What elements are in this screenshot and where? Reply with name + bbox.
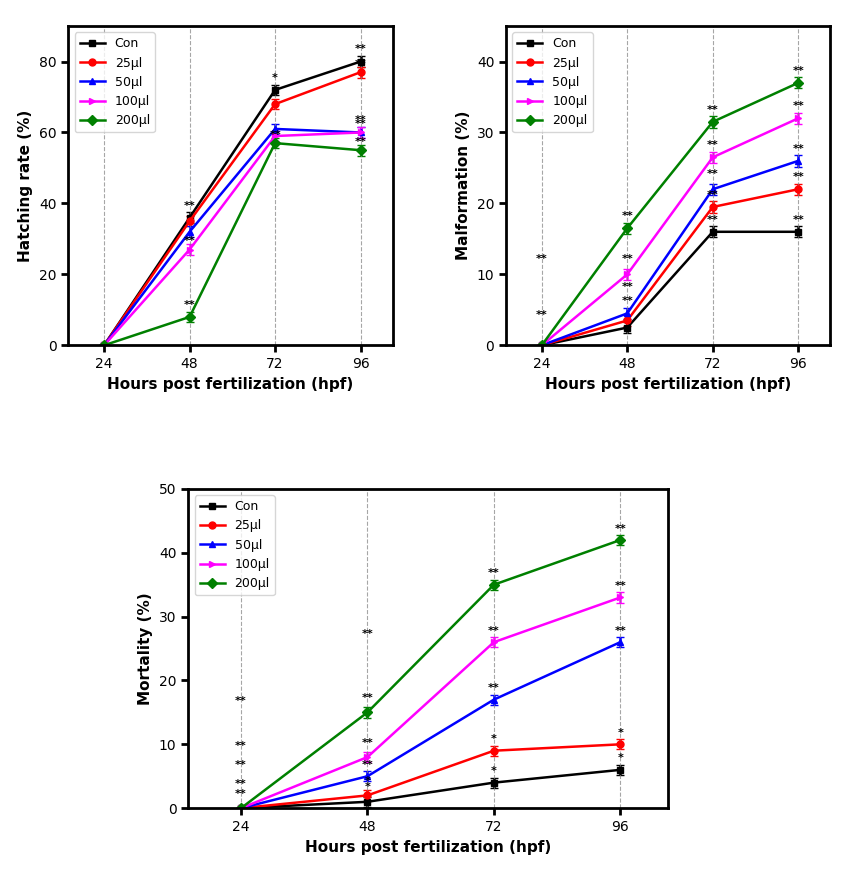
Text: **: ** (361, 738, 373, 747)
X-axis label: Hours post fertilization (hpf): Hours post fertilization (hpf) (108, 376, 354, 392)
Text: **: ** (488, 568, 500, 579)
Text: **: ** (615, 524, 626, 534)
Text: **: ** (707, 140, 719, 150)
Text: *: * (490, 766, 496, 776)
Text: **: ** (707, 189, 719, 200)
Text: **: ** (361, 760, 373, 770)
Y-axis label: Mortality (%): Mortality (%) (139, 593, 153, 705)
Text: **: ** (488, 626, 500, 636)
Text: **: ** (615, 581, 626, 591)
Text: **: ** (354, 136, 366, 147)
Text: *: * (490, 734, 496, 745)
Text: *: * (617, 753, 623, 764)
Text: **: ** (536, 254, 548, 263)
Text: **: ** (354, 58, 366, 69)
X-axis label: Hours post fertilization (hpf): Hours post fertilization (hpf) (305, 839, 551, 854)
Text: **: ** (621, 296, 633, 306)
Text: **: ** (184, 300, 195, 310)
Text: **: ** (235, 760, 247, 770)
Text: **: ** (270, 129, 281, 140)
Legend: Con, 25µl, 50µl, 100µl, 200µl: Con, 25µl, 50µl, 100µl, 200µl (74, 32, 155, 132)
Y-axis label: Hatching rate (%): Hatching rate (%) (19, 109, 33, 262)
Text: **: ** (793, 66, 804, 76)
Legend: Con, 25µl, 50µl, 100µl, 200µl: Con, 25µl, 50µl, 100µl, 200µl (513, 32, 592, 132)
Text: **: ** (707, 215, 719, 225)
Text: **: ** (184, 236, 195, 246)
Text: **: ** (793, 143, 804, 154)
Text: **: ** (361, 629, 373, 639)
Text: *: * (272, 90, 278, 101)
Text: **: ** (354, 116, 366, 125)
X-axis label: Hours post fertilization (hpf): Hours post fertilization (hpf) (545, 376, 791, 392)
Text: **: ** (184, 201, 195, 210)
Text: **: ** (536, 310, 548, 321)
Text: *: * (365, 776, 371, 786)
Text: **: ** (235, 740, 247, 751)
Legend: Con, 25µl, 50µl, 100µl, 200µl: Con, 25µl, 50µl, 100µl, 200µl (194, 495, 275, 595)
Text: **: ** (707, 169, 719, 179)
Text: **: ** (354, 119, 366, 129)
Text: **: ** (235, 779, 247, 789)
Y-axis label: Malformation (%): Malformation (%) (456, 111, 471, 261)
Text: *: * (365, 782, 371, 793)
Text: *: * (617, 728, 623, 738)
Text: **: ** (793, 101, 804, 111)
Text: **: ** (354, 44, 366, 55)
Text: **: ** (488, 683, 500, 693)
Text: **: ** (361, 693, 373, 703)
Text: **: ** (615, 626, 626, 636)
Text: **: ** (621, 282, 633, 292)
Text: **: ** (235, 788, 247, 799)
Text: *: * (272, 73, 278, 83)
Text: **: ** (621, 254, 633, 263)
Text: **: ** (621, 211, 633, 221)
Text: **: ** (793, 172, 804, 182)
Text: **: ** (235, 696, 247, 706)
Text: **: ** (707, 105, 719, 115)
Text: **: ** (793, 215, 804, 225)
